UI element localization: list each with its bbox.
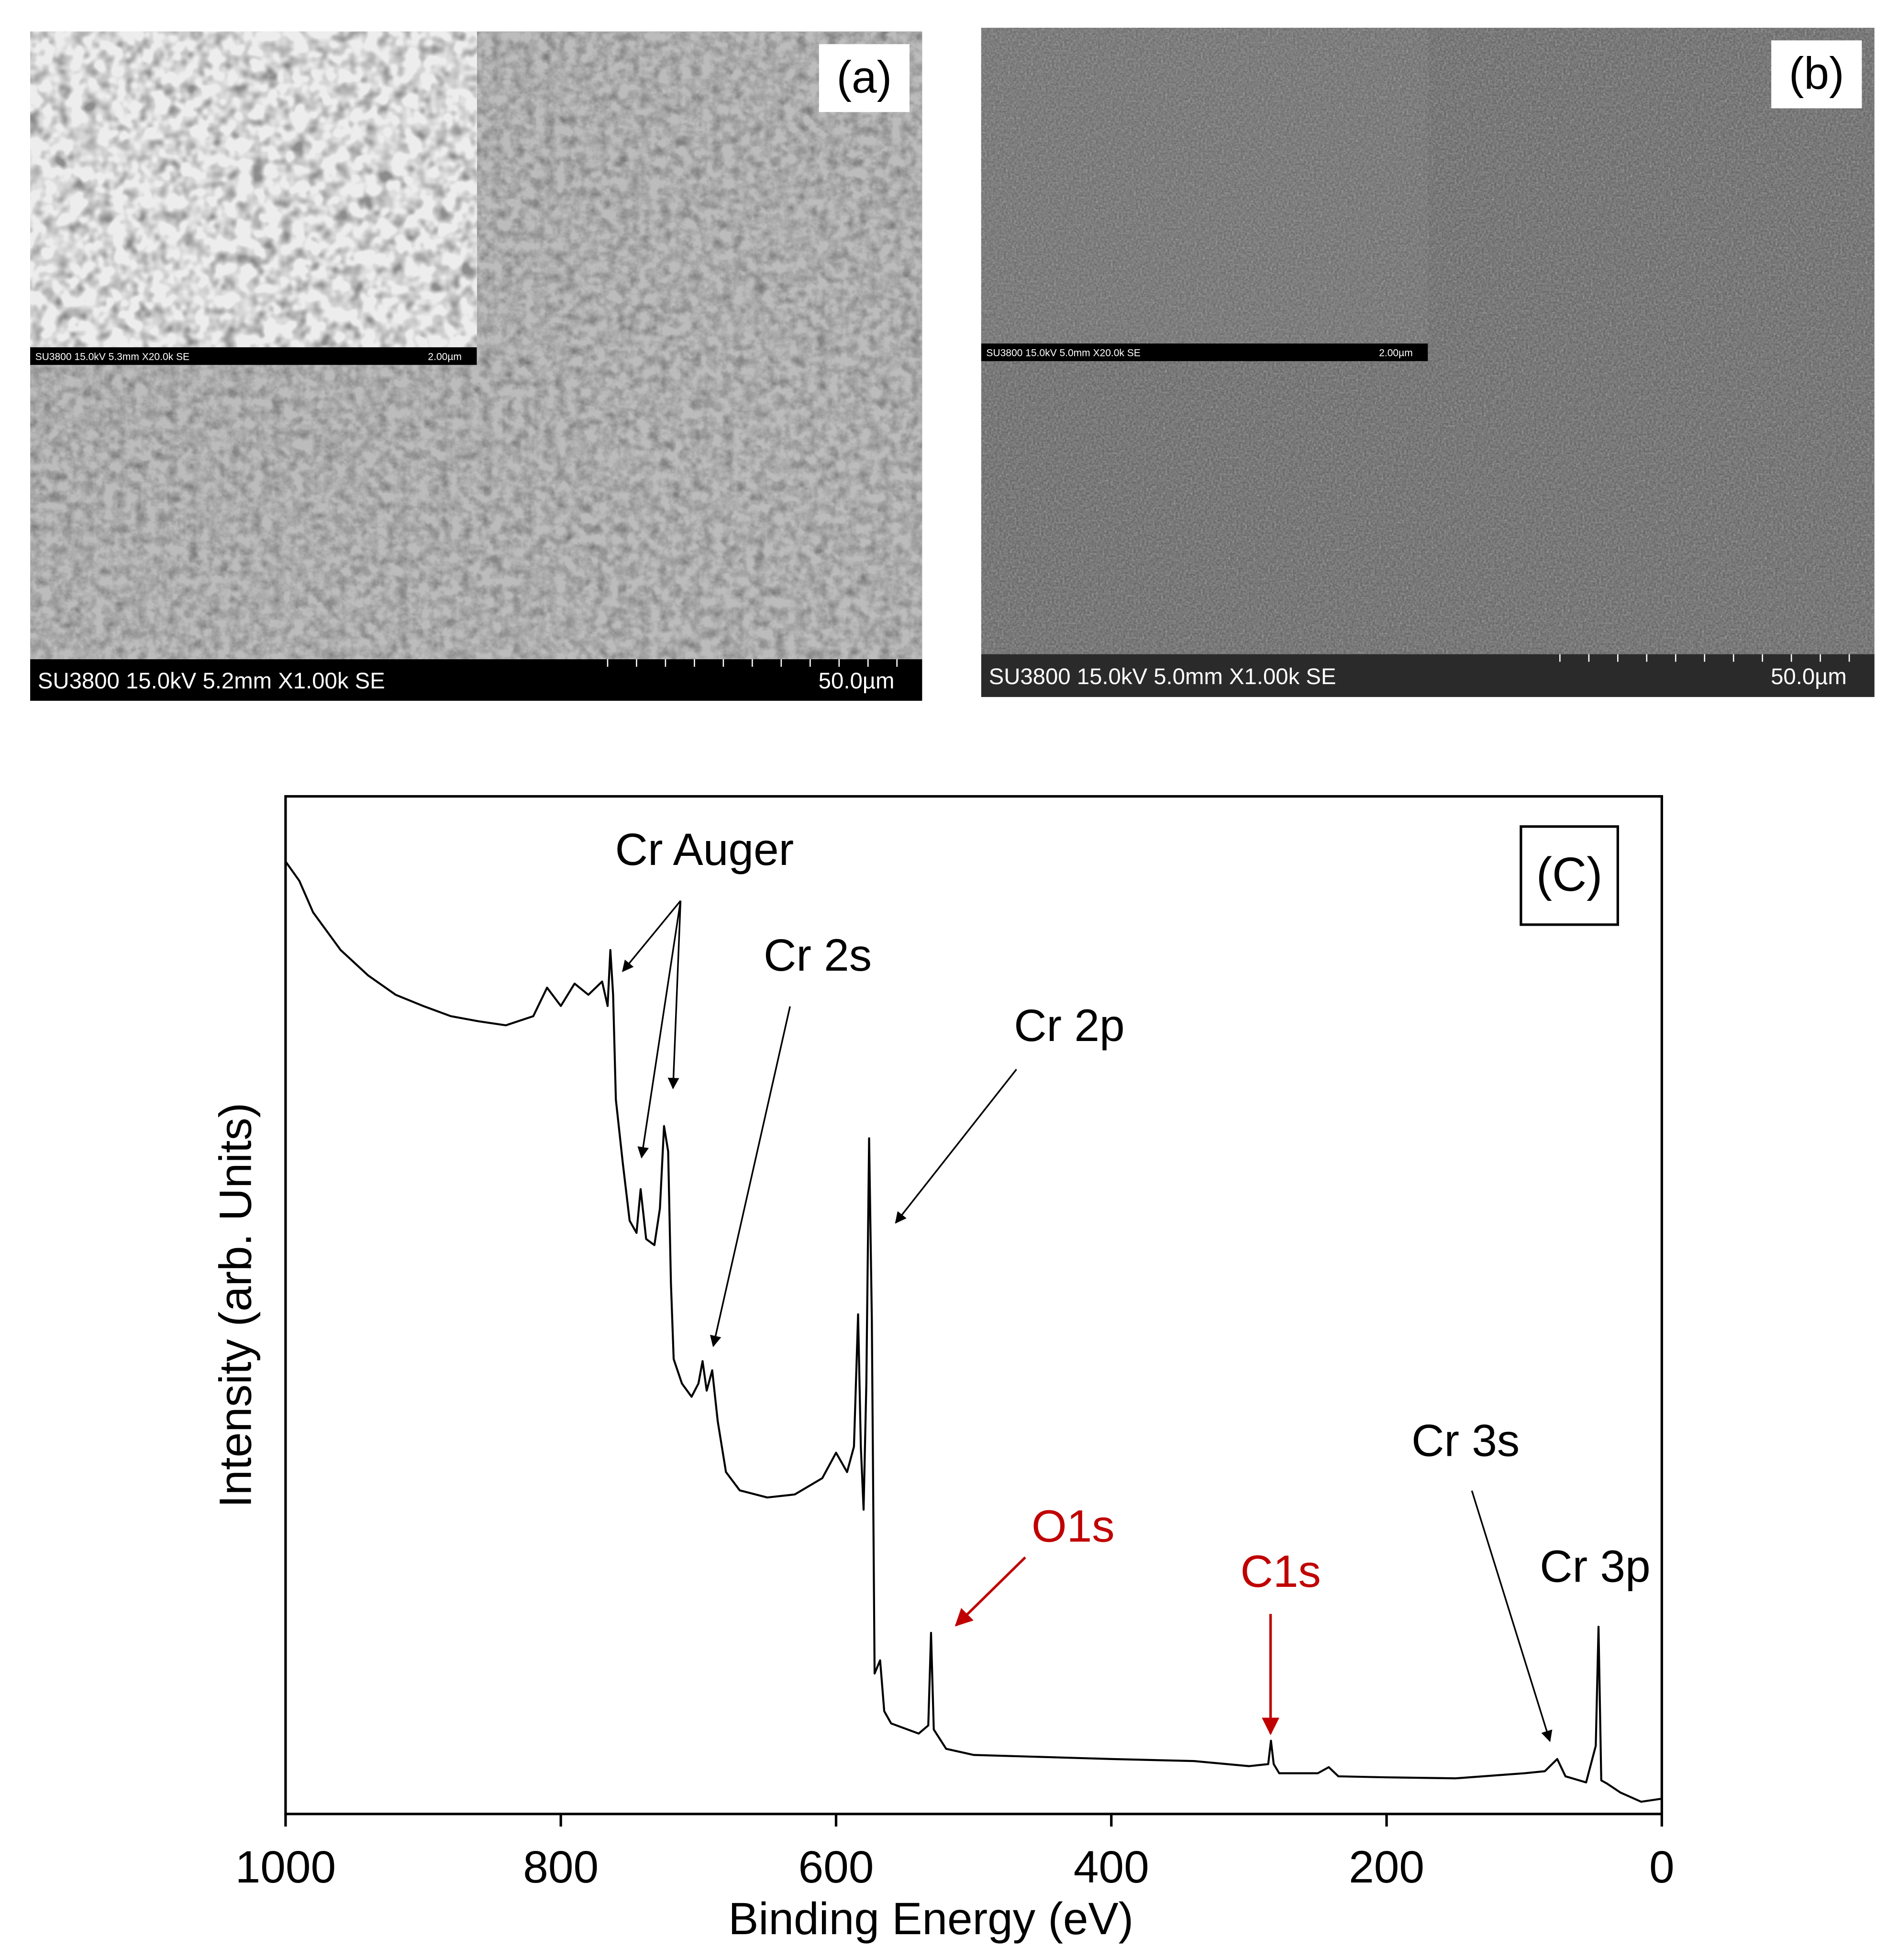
x-tick-label: 1000 (235, 1842, 336, 1893)
panel-label-box (1771, 40, 1862, 109)
annotation: Cr 2s (764, 930, 872, 981)
annotation: Cr 3s (1411, 1416, 1520, 1466)
inset-caption: SU3800 15.0kV 5.0mm X20.0k SE (986, 348, 1140, 359)
chart-label: (C) (1536, 848, 1603, 901)
sem-panel: SU3800 15.0kV 5.2mm X1.00k SE 50.0µm SU380… (30, 31, 922, 701)
sem-panel: SU3800 15.0kV 5.0mm X1.00k SE 50.0µm SU380… (981, 28, 1875, 697)
x-tick-label: 400 (1074, 1842, 1149, 1893)
x-tick-label: 0 (1649, 1842, 1675, 1893)
spectrum-line (285, 861, 1662, 1803)
x-axis-label: Binding Energy (eV) (728, 1894, 1133, 1944)
inset-scale: 2.00µm (1379, 348, 1413, 359)
panel-label: (a) (837, 52, 892, 103)
annotation: Cr Auger (615, 824, 794, 875)
inset-scale: 2.00µm (428, 352, 462, 363)
inset-texture (30, 31, 477, 347)
annotation: Cr 2p (1014, 1000, 1124, 1051)
info-bar (30, 659, 922, 701)
annotation: Cr 3p (1540, 1541, 1650, 1592)
chart-label-box (1520, 825, 1619, 926)
x-tick-label: 800 (523, 1842, 599, 1893)
annotation-arrow (710, 1006, 791, 1347)
annotation: C1s (1241, 1546, 1321, 1597)
x-tick-label: 600 (799, 1842, 874, 1893)
inset-texture (981, 28, 1428, 344)
sem-scale: 50.0µm (1771, 664, 1847, 689)
inset-caption: SU3800 15.0kV 5.3mm X20.0k SE (35, 352, 189, 363)
sem-caption: SU3800 15.0kV 5.0mm X1.00k SE (989, 664, 1336, 689)
sem-scale: 50.0µm (819, 668, 895, 694)
annotation-arrow (622, 900, 681, 972)
panel-label: (b) (1789, 48, 1844, 99)
plot-frame (284, 795, 1663, 1816)
annotation-arrow (895, 1069, 1017, 1224)
annotation-arrow (667, 900, 682, 1090)
inset-bar (981, 343, 1428, 361)
annotation-arrow (955, 1556, 1026, 1627)
inset-bar (30, 347, 477, 365)
annotation: O1s (1032, 1501, 1115, 1552)
panel-label-box (819, 44, 910, 112)
annotation-arrow (1471, 1490, 1553, 1742)
x-tick-label: 200 (1349, 1842, 1424, 1893)
y-axis-label: Intensity (arb. Units) (211, 1103, 261, 1508)
info-bar (981, 654, 1875, 697)
annotation-arrow (637, 900, 682, 1159)
sem-caption: SU3800 15.0kV 5.2mm X1.00k SE (38, 668, 385, 694)
